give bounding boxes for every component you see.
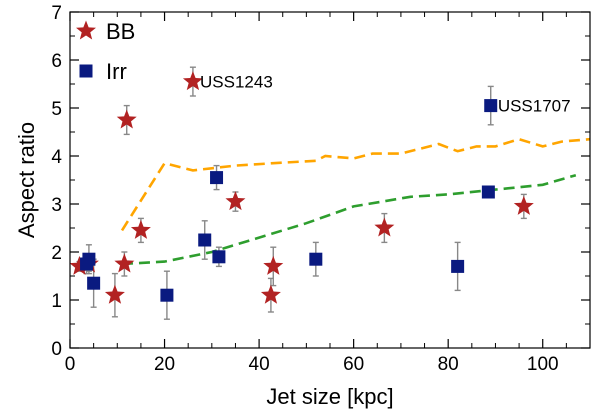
dashed-curve-2 bbox=[121, 173, 577, 266]
bb-star-point bbox=[104, 284, 125, 304]
bb-star-point bbox=[130, 219, 151, 239]
bb-star-point bbox=[225, 191, 246, 211]
x-axis-label: Jet size [kpc] bbox=[266, 384, 393, 409]
bb-star-point bbox=[116, 109, 137, 129]
y-tick-label: 0 bbox=[51, 339, 62, 360]
data-markers bbox=[69, 71, 534, 304]
annotations: USS1243 USS1707 bbox=[200, 73, 571, 116]
axis-ticks: 0 20 40 60 80 100 0 1 2 3 4 5 6 7 bbox=[51, 3, 590, 375]
irr-square-point bbox=[82, 252, 96, 266]
y-tick-label: 2 bbox=[51, 243, 62, 264]
irr-square-point bbox=[160, 288, 174, 302]
point-annotation: USS1707 bbox=[498, 97, 571, 116]
irr-square-point bbox=[198, 233, 212, 247]
irr-square-point bbox=[309, 252, 323, 266]
irr-square-point bbox=[481, 185, 495, 199]
point-annotation: USS1243 bbox=[200, 73, 273, 92]
legend-label: Irr bbox=[106, 59, 127, 84]
y-tick-label: 7 bbox=[51, 3, 62, 24]
x-tick-label: 60 bbox=[343, 354, 364, 375]
bb-star-point bbox=[69, 255, 90, 275]
plot-frame bbox=[69, 11, 591, 349]
x-tick-label: 100 bbox=[527, 354, 559, 375]
bb-star-point bbox=[182, 71, 203, 91]
bb-star-point bbox=[513, 195, 534, 215]
y-axis-label: Aspect ratio bbox=[14, 122, 39, 238]
irr-square-point bbox=[212, 250, 226, 264]
legend: BB Irr bbox=[76, 19, 135, 84]
y-tick-label: 4 bbox=[51, 147, 62, 168]
dashed-curve-1 bbox=[120, 137, 591, 232]
irr-square-point bbox=[87, 276, 101, 290]
legend-star-marker bbox=[76, 20, 96, 40]
irr-square-point bbox=[484, 99, 498, 113]
y-tick-label: 5 bbox=[51, 99, 62, 120]
model-curves bbox=[120, 137, 591, 266]
y-tick-label: 1 bbox=[51, 291, 62, 312]
y-tick-label: 3 bbox=[51, 195, 62, 216]
bb-star-point bbox=[114, 253, 135, 273]
x-tick-label: 80 bbox=[438, 354, 459, 375]
y-tick-label: 6 bbox=[51, 51, 62, 72]
bb-star-point bbox=[263, 255, 284, 275]
legend-square-marker bbox=[79, 64, 93, 78]
irr-square-point bbox=[210, 171, 224, 185]
bb-star-point bbox=[374, 217, 395, 237]
bb-star-point bbox=[260, 284, 281, 304]
x-tick-label: 20 bbox=[154, 354, 175, 375]
x-tick-label: 0 bbox=[65, 354, 76, 375]
irr-square-point bbox=[451, 259, 465, 273]
legend-label: BB bbox=[106, 19, 135, 44]
x-tick-label: 40 bbox=[249, 354, 270, 375]
